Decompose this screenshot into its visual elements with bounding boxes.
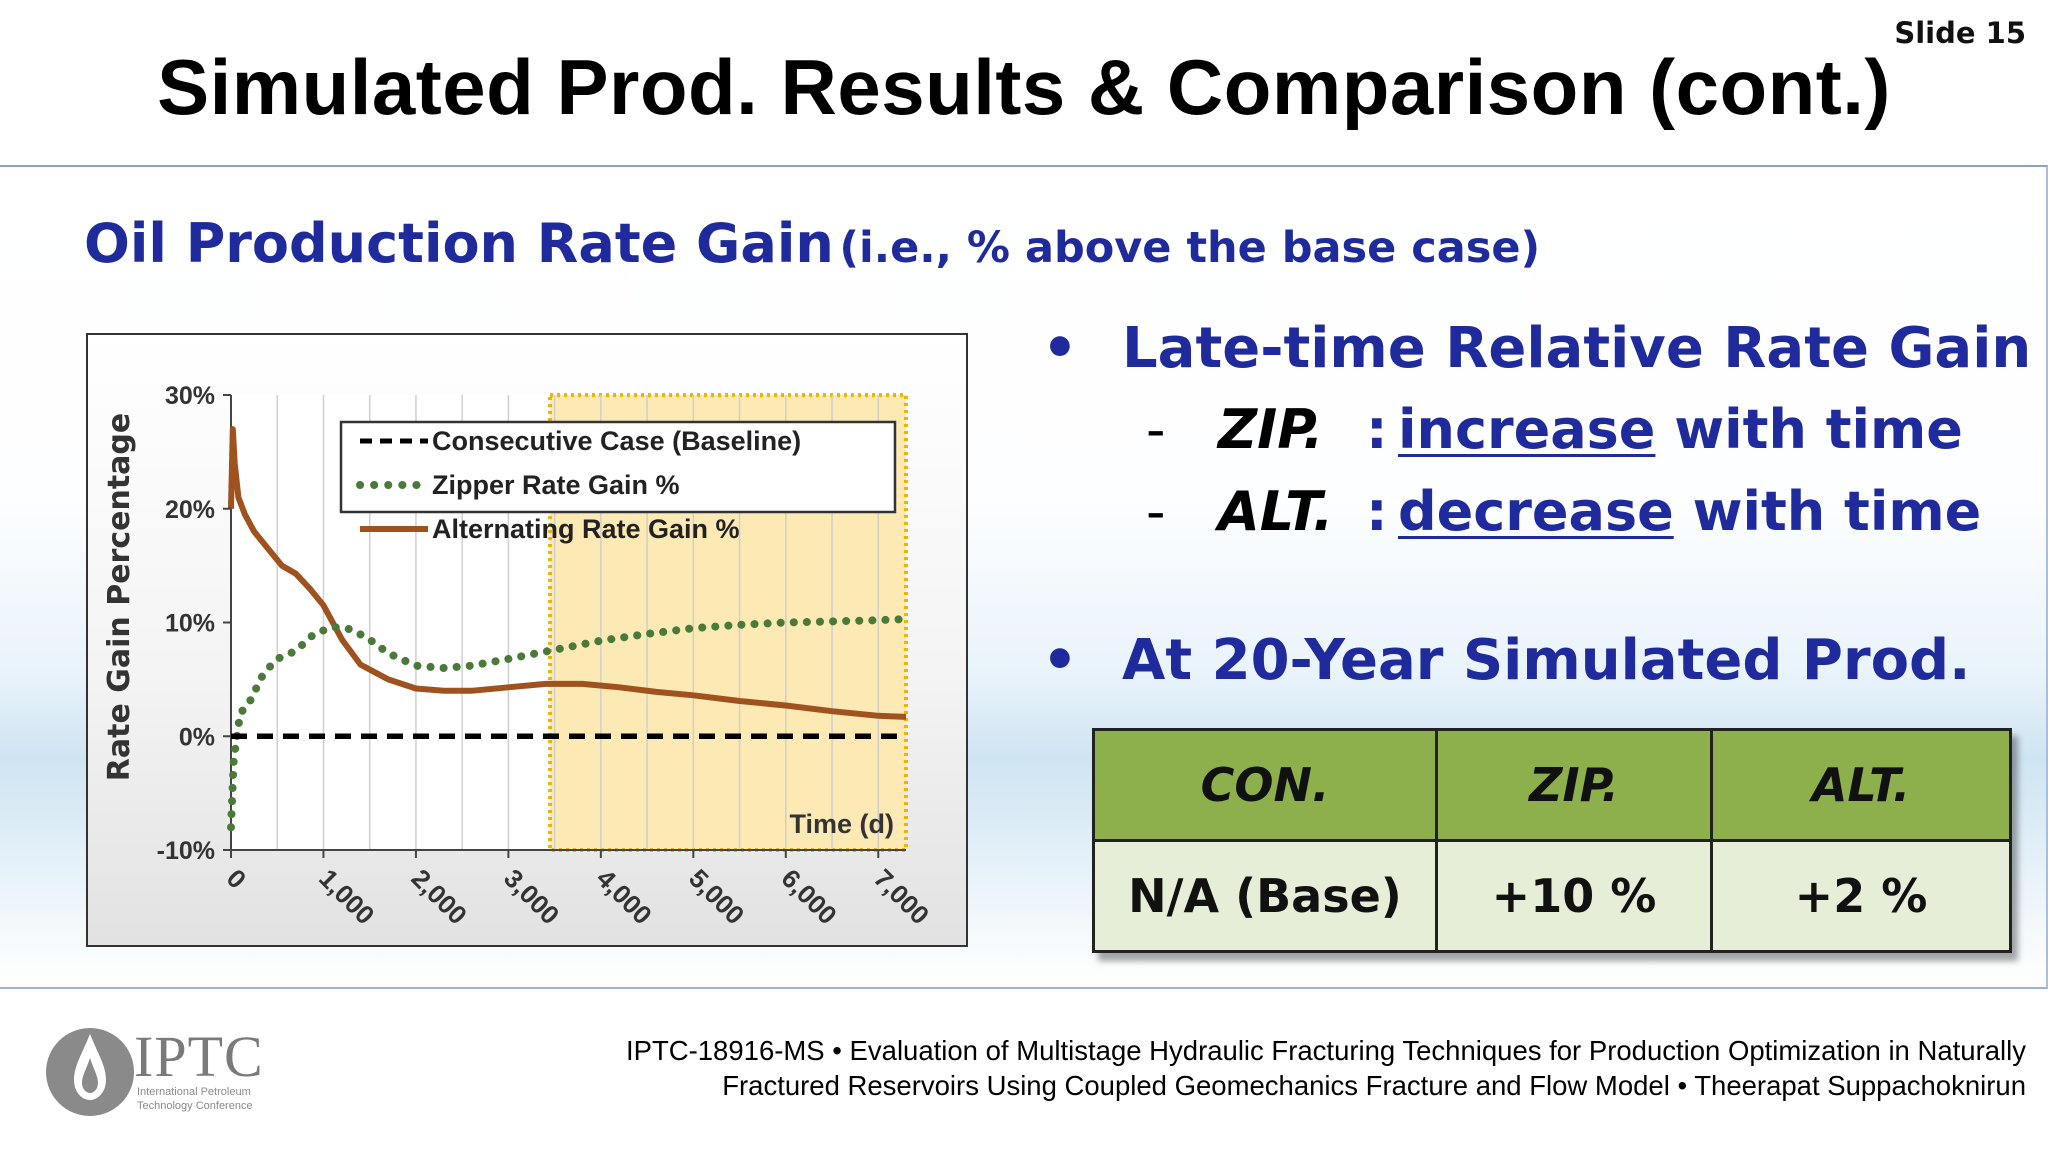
x-tick-label: 3,000 — [498, 863, 565, 930]
table-row: N/A (Base) +10 % +2 % — [1092, 839, 2012, 953]
table-header-row: CON. ZIP. ALT. — [1092, 728, 2012, 842]
x-axis-label: Time (d) — [789, 809, 894, 839]
logo-subtext-1: International Petroleum — [137, 1086, 251, 1098]
rate-gain-chart: 0 1,000 2,000 3,000 4,000 5,000 6,000 7,000 -10%… — [86, 333, 968, 947]
sub-bullet-dash: - — [1146, 480, 1166, 543]
y-tick-label: 30% — [165, 382, 215, 410]
trend-rest-alt: with time — [1692, 480, 1982, 543]
series-line-zipper — [227, 615, 910, 832]
x-tick-label: 0 — [221, 863, 252, 894]
subtitle-paren: (i.e., % above the base case) — [839, 223, 1541, 273]
y-tick-label: 0% — [179, 723, 215, 751]
x-tick-label: 2,000 — [406, 863, 473, 930]
legend-label-alternating: Alternating Rate Gain % — [432, 514, 740, 544]
legend-label-zipper: Zipper Rate Gain % — [432, 470, 680, 500]
bullet-late-time-text: Late-time Relative Rate Gain % — [1122, 316, 2048, 381]
footer-citation: IPTC-18916-MS • Evaluation of Multistage… — [426, 1033, 2026, 1103]
bullet-dot: • — [1042, 628, 1078, 693]
y-tick-label: 10% — [165, 610, 215, 638]
bullet-dot: • — [1042, 316, 1078, 381]
subtitle-main: Oil Production Rate Gain — [84, 212, 834, 275]
case-label-alt: ALT. — [1218, 480, 1334, 543]
series-line-alternating — [228, 426, 907, 720]
chart-canvas: 0 1,000 2,000 3,000 4,000 5,000 6,000 7,000 -10%… — [102, 382, 935, 930]
table-header-alt: ALT. — [1710, 728, 2012, 842]
citation-line-2: Fractured Reservoirs Using Coupled Geome… — [722, 1070, 2026, 1101]
x-tick-label: 7,000 — [868, 863, 935, 930]
logo-subtext-2: Technology Conference — [137, 1100, 253, 1112]
y-tick-label: -10% — [157, 837, 215, 865]
page-title: Simulated Prod. Results & Comparison (co… — [157, 43, 1891, 131]
table-cell-con: N/A (Base) — [1092, 839, 1438, 953]
trend-word-zip: increase — [1398, 398, 1656, 461]
table-header-zip: ZIP. — [1435, 728, 1713, 842]
sub-bullet-colon: : — [1366, 480, 1388, 543]
trend-word-alt: decrease — [1398, 480, 1674, 543]
x-tick-label: 4,000 — [591, 863, 658, 930]
x-tick-label: 6,000 — [776, 863, 843, 930]
table-cell-alt: +2 % — [1710, 839, 2012, 953]
iptc-logo: IPTC International Petroleum Technology … — [40, 1020, 280, 1120]
y-axis-label: Rate Gain Percentage — [102, 413, 137, 781]
table-header-con: CON. — [1092, 728, 1438, 842]
sub-bullet-colon: : — [1366, 398, 1388, 461]
trend-rest-zip: with time — [1674, 398, 1963, 461]
logo-wordmark: IPTC — [134, 1024, 264, 1089]
legend-label-baseline: Consecutive Case (Baseline) — [432, 426, 801, 456]
x-tick-label: 1,000 — [313, 863, 380, 930]
sub-bullet-dash: - — [1146, 398, 1166, 461]
table-cell-zip: +10 % — [1435, 839, 1713, 953]
bullet-20-year-text: At 20-Year Simulated Prod. — [1122, 628, 1971, 693]
citation-line-1: IPTC-18916-MS • Evaluation of Multistage… — [625, 1035, 2026, 1066]
y-tick-label: 20% — [165, 496, 215, 524]
slide-number: Slide 15 — [1894, 16, 2026, 50]
case-label-zip: ZIP. — [1218, 398, 1324, 461]
x-tick-label: 5,000 — [683, 863, 750, 930]
section-subtitle: Oil Production Rate Gain (i.e., % above … — [84, 212, 1540, 275]
results-table: CON. ZIP. ALT. N/A (Base) +10 % +2 % — [1092, 728, 2012, 953]
chart-legend: Consecutive Case (Baseline) Zipper Rate … — [339, 420, 897, 544]
